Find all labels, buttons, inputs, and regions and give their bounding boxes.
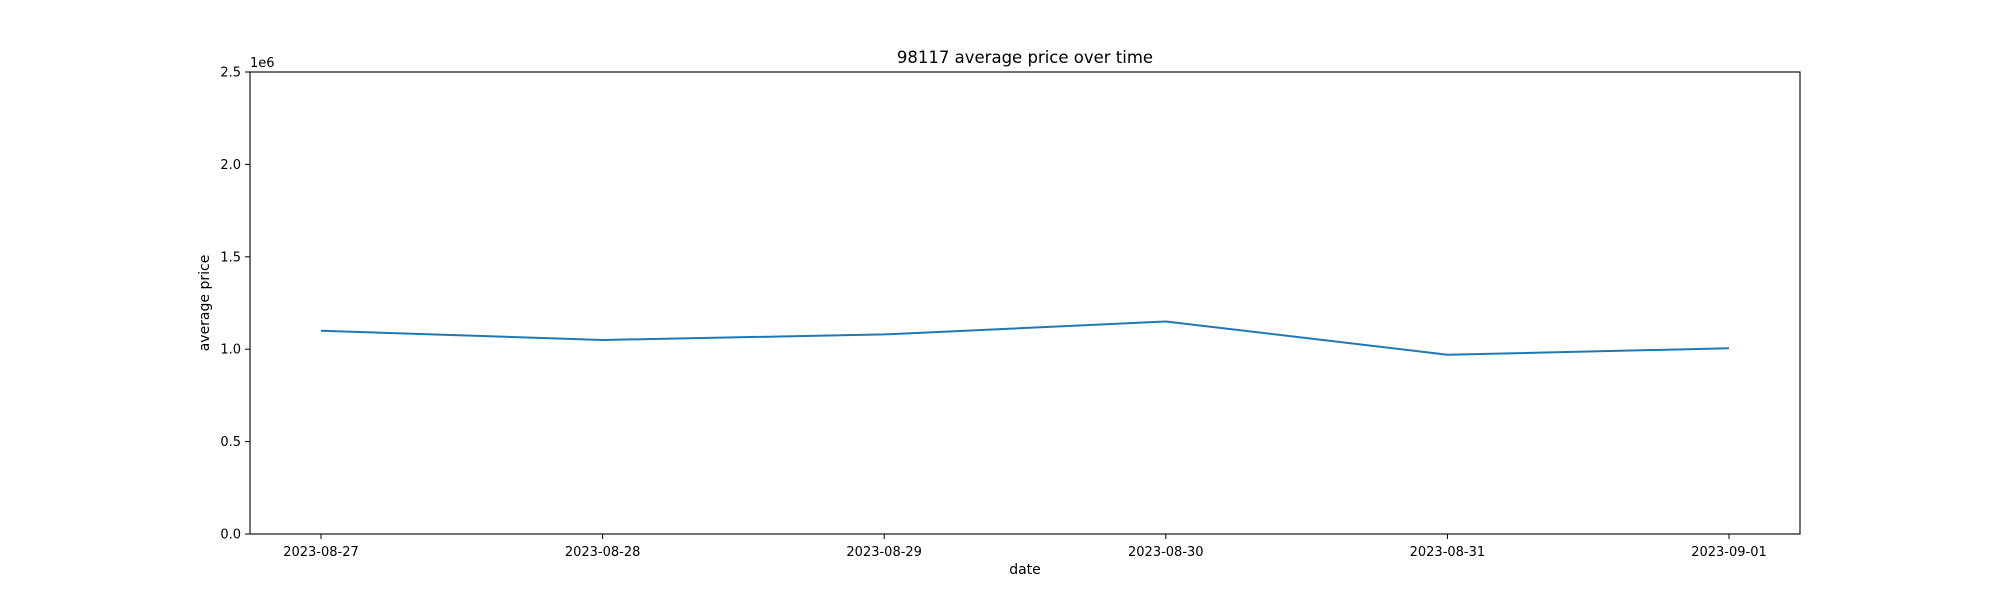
chart-title: 98117 average price over time: [897, 48, 1153, 67]
series-layer: [320, 320, 1730, 356]
y-tick-label: 2.5: [220, 66, 241, 81]
x-tick-label: 2023-08-27: [283, 545, 359, 560]
y-tick-label: 1.0: [220, 343, 241, 358]
x-axis-ticks: 2023-08-27 2023-08-28 2023-08-29 2023-08-30…: [283, 534, 1767, 560]
y-tick-label: 0.0: [220, 528, 241, 543]
x-tick-label: 2023-08-28: [565, 545, 641, 560]
y-tick-label: 2.0: [220, 158, 241, 173]
x-tick-label: 2023-09-01: [1691, 545, 1767, 560]
y-axis-ticks: 0.0 0.5 1.0 1.5 2.0 2.5: [220, 66, 250, 543]
x-tick-label: 2023-08-31: [1410, 545, 1486, 560]
y-tick-label: 0.5: [220, 435, 241, 450]
axes-frame: [249, 71, 1801, 535]
x-tick-label: 2023-08-30: [1128, 545, 1204, 560]
y-axis-offset-label: 1e6: [250, 56, 275, 71]
x-axis-label: date: [1009, 562, 1041, 578]
plot-area: [249, 71, 1801, 535]
series-line: [320, 320, 1730, 356]
y-tick-label: 1.5: [220, 250, 241, 265]
x-tick-label: 2023-08-29: [846, 545, 922, 560]
y-axis-label: average price: [197, 255, 213, 352]
